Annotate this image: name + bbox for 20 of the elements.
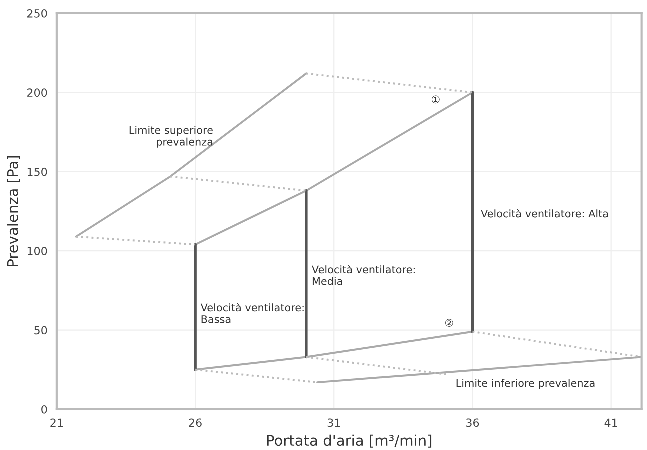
annotation: Limite inferiore prevalenza — [456, 379, 595, 390]
x-axis-title: Portata d'aria [m³/min] — [267, 434, 432, 448]
y-tick-label: 200 — [28, 88, 48, 98]
annotation: Velocità ventilatore: Alta — [481, 209, 608, 218]
x-tick-label: 26 — [189, 418, 202, 428]
y-tick-label: 150 — [28, 168, 48, 176]
annotation: ② — [445, 319, 454, 327]
annotation: Limite superiore prevalenza — [130, 126, 213, 148]
x-tick-label: 31 — [328, 418, 340, 428]
y-axis-title: Prevalenza [Pa] — [7, 156, 20, 266]
annotation: ① — [432, 96, 440, 104]
y-tick-label: 0 — [42, 405, 48, 414]
y-tick-label: 250 — [28, 9, 48, 18]
annotation: Velocità ventilatore: Bassa — [200, 303, 304, 324]
x-tick-label: 21 — [50, 418, 63, 427]
y-tick-label: 100 — [28, 247, 48, 256]
y-tick-label: 50 — [34, 326, 48, 335]
x-tick-label: 41 — [604, 418, 618, 427]
x-tick-label: 36 — [466, 418, 480, 428]
annotation: Velocità ventilatore: Media — [312, 265, 415, 286]
